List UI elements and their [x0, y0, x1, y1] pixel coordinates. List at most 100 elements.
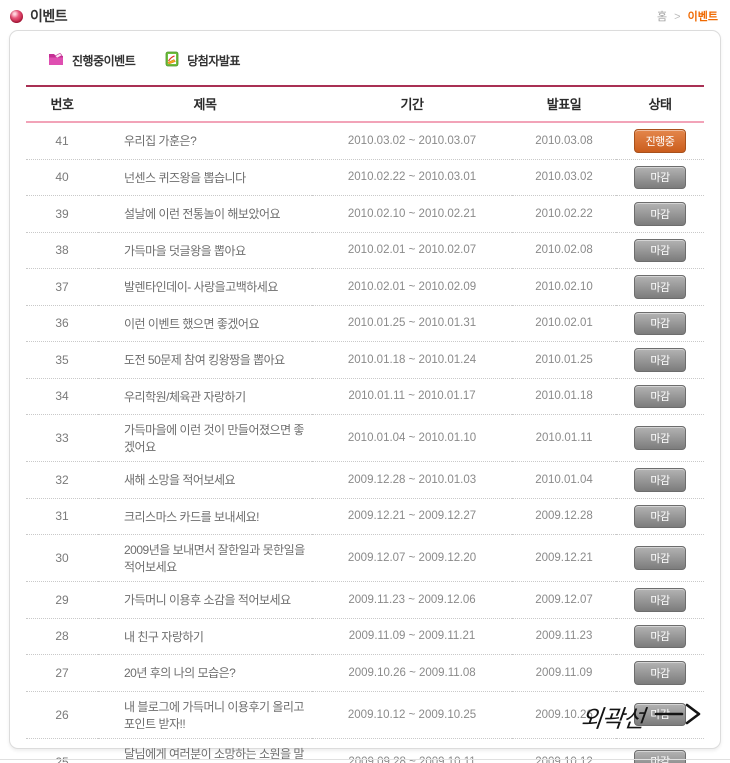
table-row: 28 내 친구 자랑하기 2009.11.09 ~ 2009.11.21 200… [26, 618, 704, 655]
event-title-link[interactable]: 가득마을에 이런 것이 만들어졌으면 좋겠어요 [98, 414, 312, 462]
event-announce-date: 2009.11.09 [512, 654, 616, 692]
table-row: 27 20년 후의 나의 모습은? 2009.10.26 ~ 2009.11.0… [26, 654, 704, 692]
event-announce-date: 2010.02.10 [512, 268, 616, 306]
event-status-cell: 마감 [616, 195, 704, 233]
tab-ongoing-events[interactable]: 진행중이벤트 [48, 52, 136, 69]
event-number: 32 [26, 461, 98, 499]
event-announce-date: 2010.01.18 [512, 378, 616, 415]
event-status-cell: 마감 [616, 268, 704, 306]
column-header-title: 제목 [98, 85, 312, 123]
breadcrumb-home[interactable]: 홈 [656, 11, 668, 23]
event-number: 25 [26, 738, 98, 763]
status-badge: 마감 [634, 661, 686, 685]
table-row: 40 넌센스 퀴즈왕을 뽑습니다 2010.02.22 ~ 2010.03.01… [26, 159, 704, 196]
event-period: 2010.02.10 ~ 2010.02.21 [312, 195, 512, 233]
page-header: 이벤트 홈 > 이벤트 [0, 0, 730, 30]
event-period: 2010.02.01 ~ 2010.02.09 [312, 268, 512, 306]
event-number: 40 [26, 159, 98, 196]
event-status-cell: 마감 [616, 461, 704, 499]
event-title-link[interactable]: 도전 50문제 참여 킹왕짱을 뽑아요 [98, 341, 312, 379]
event-number: 36 [26, 305, 98, 342]
page-title: 이벤트 [30, 8, 68, 24]
event-title-link[interactable]: 우리집 가훈은? [98, 122, 312, 160]
event-title-link[interactable]: 넌센스 퀴즈왕을 뽑습니다 [98, 159, 312, 196]
status-badge: 마감 [634, 624, 686, 648]
event-period: 2009.12.21 ~ 2009.12.27 [312, 498, 512, 535]
event-status-cell: 진행중 [616, 122, 704, 160]
event-announce-date: 2009.12.21 [512, 534, 616, 582]
table-row: 38 가득마을 덧글왕을 뽑아요 2010.02.01 ~ 2010.02.07… [26, 232, 704, 269]
event-announce-date: 2010.02.08 [512, 232, 616, 269]
table-header-row: 번호 제목 기간 발표일 상태 [26, 85, 704, 123]
event-title-link[interactable]: 달님에게 여러분이 소망하는 소원을 말해보세요 [98, 738, 312, 763]
event-table: 번호 제목 기간 발표일 상태 41 우리집 가훈은? 2010.03.02 ~… [26, 85, 704, 763]
event-tabs: 진행중이벤트 당첨자발표 [26, 48, 704, 72]
event-period: 2009.10.12 ~ 2009.10.25 [312, 691, 512, 739]
event-status-cell: 마감 [616, 159, 704, 196]
event-period: 2010.02.01 ~ 2010.02.07 [312, 232, 512, 269]
event-status-cell: 마감 [616, 534, 704, 582]
red-bullet-icon [10, 9, 23, 23]
event-announce-date: 2010.01.04 [512, 461, 616, 499]
right-arrow-icon [654, 702, 702, 731]
event-title-link[interactable]: 설날에 이런 전통놀이 해보았어요 [98, 195, 312, 233]
event-number: 41 [26, 122, 98, 160]
table-row: 33 가득마을에 이런 것이 만들어졌으면 좋겠어요 2010.01.04 ~ … [26, 414, 704, 462]
event-period: 2010.02.22 ~ 2010.03.01 [312, 159, 512, 196]
event-title-link[interactable]: 발렌타인데이- 사랑을고백하세요 [98, 268, 312, 306]
event-period: 2009.12.28 ~ 2010.01.03 [312, 461, 512, 499]
event-number: 38 [26, 232, 98, 269]
table-row: 25 달님에게 여러분이 소망하는 소원을 말해보세요 2009.09.28 ~… [26, 738, 704, 763]
event-number: 35 [26, 341, 98, 379]
status-badge: 마감 [634, 749, 686, 763]
table-row: 26 내 블로그에 가득머니 이용후기 올리고 포인트 받자!! 2009.10… [26, 691, 704, 739]
event-announce-date: 2010.03.08 [512, 122, 616, 160]
status-badge: 마감 [634, 468, 686, 492]
event-status-cell: 마감 [616, 305, 704, 342]
event-announce-date: 2010.03.02 [512, 159, 616, 196]
event-title-link[interactable]: 새해 소망을 적어보세요 [98, 461, 312, 499]
status-badge: 마감 [634, 311, 686, 335]
column-header-no: 번호 [26, 85, 98, 123]
event-announce-date: 2009.10.26 [512, 691, 616, 739]
event-number: 28 [26, 618, 98, 655]
event-number: 26 [26, 691, 98, 739]
event-announce-date: 2010.01.25 [512, 341, 616, 379]
event-period: 2009.10.26 ~ 2009.11.08 [312, 654, 512, 692]
event-title-link[interactable]: 내 친구 자랑하기 [98, 618, 312, 655]
breadcrumb-current: 이벤트 [687, 11, 718, 23]
table-row: 41 우리집 가훈은? 2010.03.02 ~ 2010.03.07 2010… [26, 122, 704, 160]
status-badge: 마감 [634, 202, 686, 226]
table-row: 35 도전 50문제 참여 킹왕짱을 뽑아요 2010.01.18 ~ 2010… [26, 341, 704, 379]
event-number: 31 [26, 498, 98, 535]
event-period: 2010.01.25 ~ 2010.01.31 [312, 305, 512, 342]
event-announce-date: 2009.12.07 [512, 581, 616, 619]
event-title-link[interactable]: 크리스마스 카드를 보내세요! [98, 498, 312, 535]
event-period: 2010.01.18 ~ 2010.01.24 [312, 341, 512, 379]
table-row: 31 크리스마스 카드를 보내세요! 2009.12.21 ~ 2009.12.… [26, 498, 704, 535]
event-title-link[interactable]: 20년 후의 나의 모습은? [98, 654, 312, 692]
status-badge: 마감 [634, 238, 686, 262]
event-title-link[interactable]: 가득마을 덧글왕을 뽑아요 [98, 232, 312, 269]
event-title-link[interactable]: 2009년을 보내면서 잘한일과 못한일을 적어보세요 [98, 534, 312, 582]
event-title-link[interactable]: 우리학원/체육관 자랑하기 [98, 378, 312, 415]
event-announce-date: 2009.12.28 [512, 498, 616, 535]
event-number: 37 [26, 268, 98, 306]
event-period: 2010.01.11 ~ 2010.01.17 [312, 378, 512, 415]
tab-winner-announcement[interactable]: 당첨자발표 [165, 51, 240, 70]
event-status-cell: 마감 [616, 498, 704, 535]
event-announce-date: 2009.11.23 [512, 618, 616, 655]
event-title-link[interactable]: 이런 이벤트 했으면 좋겠어요 [98, 305, 312, 342]
table-row: 36 이런 이벤트 했으면 좋겠어요 2010.01.25 ~ 2010.01.… [26, 305, 704, 342]
column-header-status: 상태 [616, 85, 704, 123]
event-period: 2009.11.23 ~ 2009.12.06 [312, 581, 512, 619]
event-title-link[interactable]: 가득머니 이용후 소감을 적어보세요 [98, 581, 312, 619]
event-status-cell: 마감 [616, 581, 704, 619]
event-number: 30 [26, 534, 98, 582]
table-row: 30 2009년을 보내면서 잘한일과 못한일을 적어보세요 2009.12.0… [26, 534, 704, 582]
event-period: 2009.11.09 ~ 2009.11.21 [312, 618, 512, 655]
table-row: 37 발렌타인데이- 사랑을고백하세요 2010.02.01 ~ 2010.02… [26, 268, 704, 306]
status-badge: 진행중 [634, 129, 686, 153]
table-row: 32 새해 소망을 적어보세요 2009.12.28 ~ 2010.01.03 … [26, 461, 704, 499]
event-title-link[interactable]: 내 블로그에 가득머니 이용후기 올리고 포인트 받자!! [98, 691, 312, 739]
